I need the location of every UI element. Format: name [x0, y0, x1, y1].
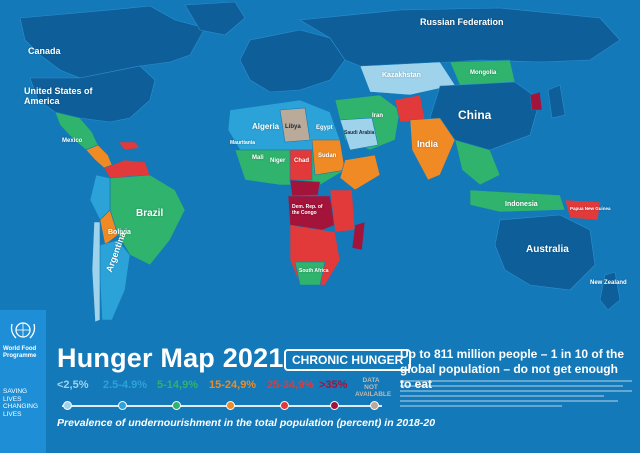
legend-dot-5: [280, 401, 289, 410]
label-india: India: [417, 139, 439, 149]
saudi-shape: [339, 117, 379, 151]
chile-shape: [91, 221, 101, 323]
label-new-zealand: New Zealand: [590, 280, 627, 286]
label-sudan: Sudan: [318, 153, 337, 159]
label-mongolia: Mongolia: [470, 70, 497, 76]
europe-shape: [239, 29, 346, 93]
label-bolivia: Bolivia: [108, 229, 131, 236]
australia-shape: [494, 214, 596, 291]
legend-item-1: <2,5%: [57, 379, 89, 391]
legend-na: DATA NOT AVAILABLE: [355, 377, 392, 398]
canada-shape: [19, 5, 206, 79]
label-iran: Iran: [372, 113, 384, 119]
legend-item-5: 25-34,9%: [267, 379, 315, 391]
afghanistan-shape: [394, 94, 426, 123]
southeast-asia-shape: [454, 139, 501, 186]
japan-shape: [547, 84, 566, 119]
car-shape: [289, 179, 321, 197]
legend-item-4: 15-24,9%: [209, 379, 257, 391]
new-zealand-shape: [599, 271, 621, 311]
label-niger: Niger: [270, 158, 286, 164]
legend-dot-4: [226, 401, 235, 410]
label-mali: Mali: [252, 155, 264, 161]
legend-caption: Prevalence of undernourishment in the to…: [57, 417, 436, 429]
label-chad: Chad: [294, 158, 309, 164]
label-australia: Australia: [526, 244, 569, 255]
label-mexico: Mexico: [62, 138, 83, 144]
horn-shape: [339, 154, 381, 191]
legend-item-6: >35%: [319, 379, 348, 391]
chad-shape: [289, 149, 313, 181]
label-kazakhstan: Kazakhstan: [382, 72, 421, 79]
legend-item-3: 5-14,9%: [157, 379, 198, 391]
legend-dot-na: [370, 401, 379, 410]
label-brazil: Brazil: [136, 208, 164, 219]
legend-dot-1: [63, 401, 72, 410]
greenland-shape: [184, 1, 246, 36]
label-saudi: Saudi Arabia: [344, 130, 375, 136]
legend: <2,5% 2.5-4.9% 5-14,9% 15-24,9% 25-34,9%…: [57, 377, 391, 398]
wfp-name: World Food Programme: [3, 346, 37, 359]
usa-shape: [29, 65, 156, 123]
legend-dot-3: [172, 401, 181, 410]
label-drc: Dem. Rep. of the Congo: [292, 204, 323, 216]
wfp-tagline: SAVING LIVES CHANGING LIVES: [3, 388, 39, 418]
wfp-wreath-icon: [10, 322, 36, 339]
madagascar-shape: [351, 221, 366, 251]
label-indonesia: Indonesia: [505, 201, 538, 208]
legend-dot-6: [330, 401, 339, 410]
wfp-badge: World Food Programme SAVING LIVES CHANGI…: [0, 310, 46, 453]
papua-shape: [564, 199, 601, 221]
caribbean-shape: [117, 141, 141, 151]
label-libya: Libya: [285, 124, 301, 130]
label-mauritania: Mauritania: [230, 140, 256, 146]
fine-print: [400, 380, 632, 410]
headline-text: Up to 811 million people – 1 in 10 of th…: [400, 347, 625, 391]
label-south-africa: South Africa: [299, 268, 329, 274]
page-title: Hunger Map 2021: [57, 343, 284, 373]
subtitle-badge: CHRONIC HUNGER: [284, 349, 412, 371]
kazakhstan-shape: [359, 61, 456, 96]
label-russia: Russian Federation: [420, 17, 504, 27]
south-africa-shape: [294, 261, 326, 286]
label-usa: United States of America: [24, 86, 93, 106]
india-shape: [409, 117, 456, 181]
label-canada: Canada: [28, 46, 61, 56]
legend-item-2: 2.5-4.9%: [103, 379, 148, 391]
central-america-shape: [85, 144, 113, 169]
libya-shape: [279, 107, 311, 143]
label-algeria: Algeria: [252, 122, 280, 131]
label-papua: Papua New Guinea: [570, 206, 611, 211]
legend-line: [62, 405, 382, 407]
indonesia-shape: [469, 189, 566, 213]
russia-shape: [299, 7, 621, 71]
argentina-shape: [99, 239, 131, 321]
label-china: China: [458, 108, 492, 122]
label-egypt: Egypt: [316, 125, 333, 131]
korea-shape: [529, 91, 543, 111]
legend-dot-2: [118, 401, 127, 410]
